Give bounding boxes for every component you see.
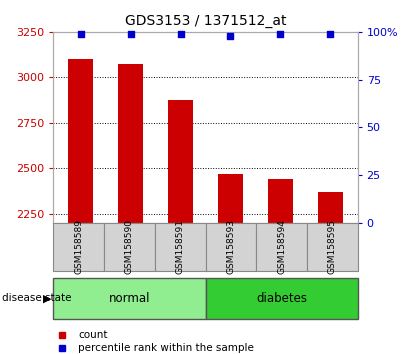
Point — [227, 33, 234, 39]
Point — [177, 31, 184, 36]
Text: GSM158589: GSM158589 — [74, 219, 83, 274]
Text: GSM158591: GSM158591 — [175, 219, 185, 274]
Text: percentile rank within the sample: percentile rank within the sample — [78, 343, 254, 353]
Text: count: count — [78, 330, 108, 339]
Bar — [68, 59, 93, 223]
Bar — [218, 174, 243, 223]
Point — [327, 31, 333, 36]
Bar — [268, 179, 293, 223]
Title: GDS3153 / 1371512_at: GDS3153 / 1371512_at — [125, 14, 286, 28]
Text: GSM158595: GSM158595 — [328, 219, 337, 274]
Point — [277, 31, 284, 36]
Bar — [318, 192, 343, 223]
Text: GSM158590: GSM158590 — [125, 219, 134, 274]
Text: GSM158594: GSM158594 — [277, 219, 286, 274]
Point — [78, 31, 84, 36]
Text: ▶: ▶ — [43, 293, 51, 303]
Point — [127, 31, 134, 36]
Bar — [168, 100, 193, 223]
Text: GSM158593: GSM158593 — [226, 219, 236, 274]
Text: disease state: disease state — [2, 293, 72, 303]
Text: normal: normal — [109, 292, 150, 305]
Bar — [118, 64, 143, 223]
Text: diabetes: diabetes — [256, 292, 307, 305]
